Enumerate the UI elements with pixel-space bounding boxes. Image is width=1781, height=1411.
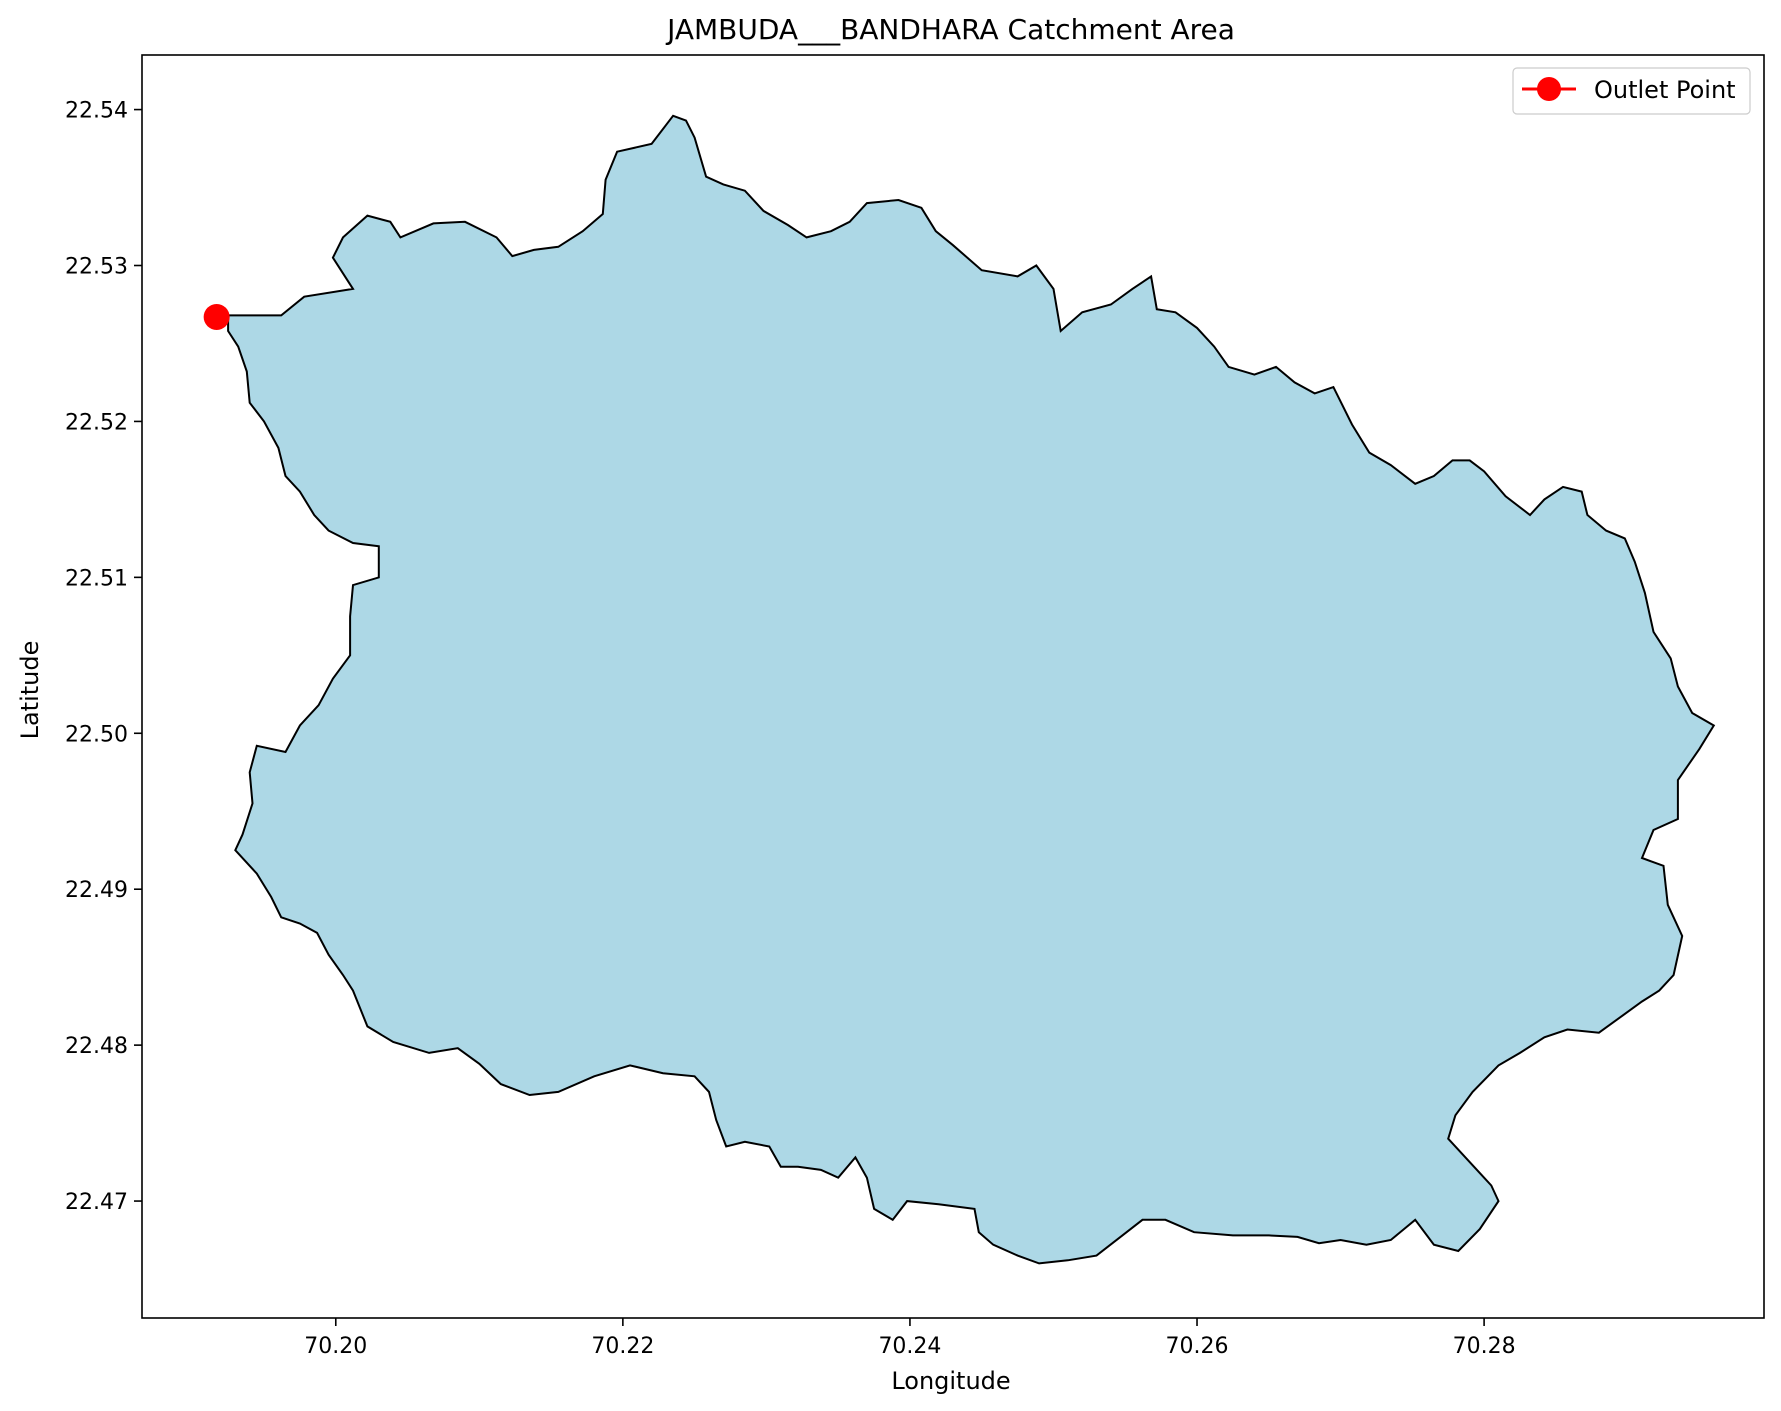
y-tick-label: 22.53 (65, 255, 128, 280)
catchment-polygon (227, 114, 1716, 1265)
y-tick-label: 22.54 (65, 99, 128, 124)
legend: Outlet Point (1512, 67, 1751, 115)
legend-box (1512, 67, 1751, 115)
legend-marker-swatch (1537, 77, 1561, 101)
x-axis-title: Longitude (891, 1367, 1010, 1395)
y-tick-label: 22.48 (65, 1034, 128, 1059)
chart-title: JAMBUDA___BANDHARA Catchment Area (665, 13, 1235, 46)
x-tick-label: 70.28 (1453, 1334, 1516, 1359)
y-tick-label: 22.49 (65, 878, 128, 903)
x-tick-label: 70.22 (591, 1334, 654, 1359)
y-axis: 22.47 22.48 22.49 22.50 22.51 22.52 22.53 22.54 (65, 99, 142, 1215)
outlet-point-marker (203, 303, 230, 330)
y-tick-label: 22.47 (65, 1190, 128, 1215)
y-tick-label: 22.52 (65, 410, 128, 435)
x-tick-label: 70.20 (304, 1334, 367, 1359)
catchment-layer (227, 114, 1716, 1265)
outlet-layer (203, 303, 230, 330)
plot-area (141, 54, 1765, 1319)
y-axis-title: Latitude (16, 641, 44, 740)
y-tick-label: 22.51 (65, 566, 128, 591)
x-tick-label: 70.26 (1166, 1334, 1229, 1359)
x-axis: 70.20 70.22 70.24 70.26 70.28 (304, 1318, 1516, 1359)
x-tick-label: 70.24 (878, 1334, 941, 1359)
plot-frame (141, 54, 1765, 1319)
legend-label-outlet-point: Outlet Point (1594, 76, 1736, 104)
y-tick-label: 22.50 (65, 722, 128, 747)
